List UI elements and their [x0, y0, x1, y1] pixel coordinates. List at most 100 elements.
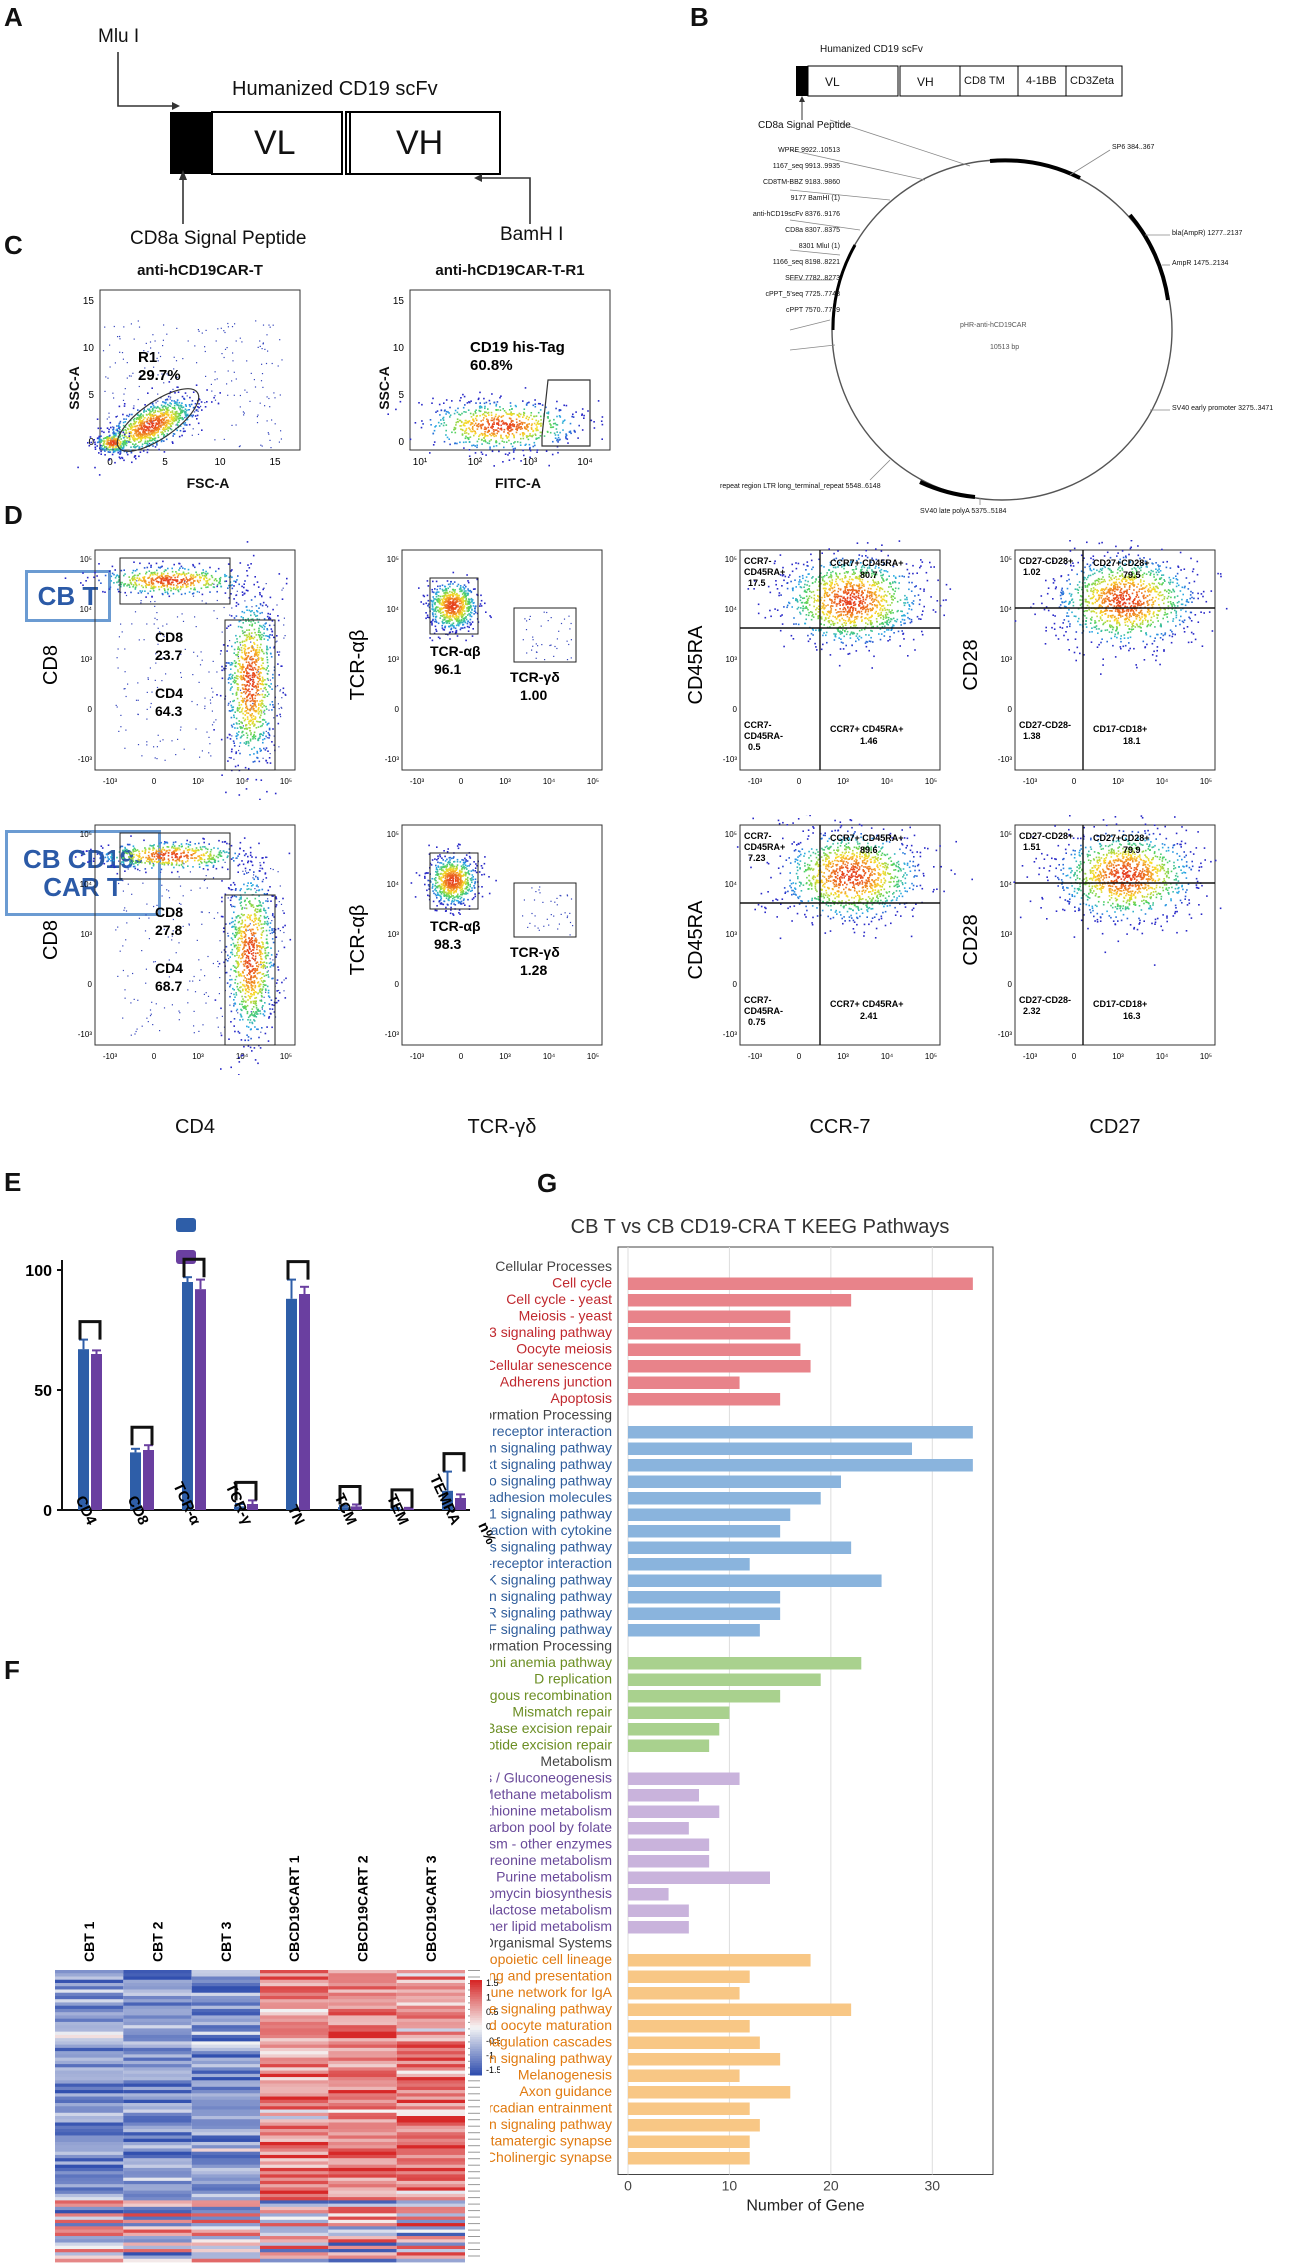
plasmid-name: pHR-anti-hCD19CAR — [960, 322, 1027, 329]
quadrant-label: CD45RA- — [744, 1006, 783, 1016]
pathway-bar — [628, 1872, 770, 1885]
pathway-label: Glycolysis / Gluconeogenesis — [490, 1770, 612, 1786]
pathway-bar — [628, 1954, 811, 1967]
pathway-bar — [628, 1971, 750, 1984]
pathway-label: Antigen processing and presentation — [490, 1968, 612, 1984]
tcr-ab-population — [411, 843, 497, 916]
pathway-label: Galactose metabolism — [490, 1902, 612, 1918]
pathway-label: Circadian entrainment — [490, 2100, 612, 2116]
pathway-label: Meiosis - yeast — [519, 1308, 612, 1324]
quadrant-value: 79.9 — [1123, 845, 1141, 855]
heatmap-column-label: CBCD19CART 3 — [423, 1855, 439, 1962]
y-tick-label: 10³ — [725, 655, 737, 664]
y-tick-label: 0 — [733, 705, 738, 714]
quadrant-label: CCR7- — [744, 556, 772, 566]
x-tick-label: 5 — [162, 457, 168, 468]
y-tick-label: 10⁴ — [725, 605, 738, 614]
y-tick-label: 10⁴ — [387, 880, 400, 889]
pathway-bar — [628, 1591, 780, 1604]
pathway-label: Viral protein interaction with cytokine — [490, 1522, 612, 1538]
quadrant-value: 1.51 — [1023, 842, 1041, 852]
x-tick-label: -10³ — [748, 777, 763, 786]
feature-sv40-early: SV40 early promoter 3275..3471 — [1172, 405, 1273, 412]
y-tick-label: 15 — [393, 296, 405, 307]
quadrant-label: CD27-CD28+ — [1019, 831, 1073, 841]
quadrant-label: CD17-CD18+ — [1093, 724, 1147, 734]
x-tick-label: 10³ — [192, 1052, 204, 1061]
pathway-group-label: Genetic Information Processing — [490, 1638, 612, 1654]
quadrant-label: CD27-CD28+ — [1019, 556, 1073, 566]
b-box-vh: VH — [917, 75, 934, 89]
pathway-bar — [628, 2119, 760, 2132]
quadrant-value: 7.23 — [748, 853, 766, 863]
pathway-bar — [628, 2004, 851, 2017]
quadrant-value: 1.46 — [860, 736, 878, 746]
x-tick-label: 10⁴ — [236, 777, 249, 786]
y-tick-label: -10³ — [78, 1030, 93, 1039]
pathway-bar — [628, 1608, 780, 1621]
x-tick-label: 10⁵ — [280, 1052, 292, 1061]
x-tick-label: 10³ — [837, 1052, 849, 1061]
x-tick-label: 0 — [152, 1052, 157, 1061]
panel-c: anti-hCD19CAR-TFSC-ASSC-A151050051015R12… — [0, 260, 600, 530]
y-tick-label: -10³ — [723, 755, 738, 764]
y-tick-label: -10³ — [385, 755, 400, 764]
y-tick-label: 10³ — [80, 655, 92, 664]
x-tick-label: 0 — [1072, 777, 1077, 786]
feature-sp6: SP6 384..367 — [1112, 144, 1154, 151]
quadrant-label: CCR7- — [744, 831, 772, 841]
x-tick-label: 0 — [152, 777, 157, 786]
pathway-bar — [628, 2070, 740, 2083]
pathway-label: Oocyte meiosis — [516, 1341, 612, 1357]
pathway-label: p53 signaling pathway — [490, 1324, 612, 1340]
gate-value: 96.1 — [434, 661, 461, 677]
quadrant-value: 80.7 — [860, 570, 878, 580]
pathway-label: Progesterone-mediated oocyte maturation — [490, 2017, 612, 2033]
panel-a: Mlu I Humanized CD19 scFv VL VH CD8a Sig… — [0, 0, 640, 260]
pathway-bar — [628, 1327, 790, 1340]
heatmap-cells — [55, 1970, 465, 2262]
gate-name: R1 — [138, 349, 157, 366]
quadrant-value: 18.1 — [1123, 736, 1141, 746]
y-tick-label: 15 — [83, 296, 95, 307]
y-tick-label: 10⁵ — [387, 555, 399, 564]
quadrant-label: CD27+CD28+ — [1093, 833, 1150, 843]
y-tick-label: 10⁵ — [725, 830, 737, 839]
pathway-group-label: Environmental Information Processing — [490, 1407, 612, 1423]
b-box-cd8tm: CD8 TM — [964, 75, 1005, 87]
y-tick-label: 10⁵ — [1000, 555, 1012, 564]
y-tick-label: 0 — [1008, 705, 1013, 714]
y-tick-label: 10³ — [1000, 930, 1012, 939]
feature-ltr: repeat region LTR long_terminal_repeat 5… — [720, 483, 881, 490]
gate-value: 23.7 — [155, 647, 182, 663]
x-tick-label: 10³ — [192, 777, 204, 786]
pathway-label: D replication — [534, 1671, 612, 1687]
pathway-label: Base excision repair — [490, 1720, 612, 1736]
y-tick-label: 0 — [88, 705, 93, 714]
cd8-population — [75, 835, 290, 874]
x-tick-label: 0 — [797, 1052, 802, 1061]
y-tick-label: 10⁴ — [387, 605, 400, 614]
chart-title: CB T vs CB CD19-CRA T KEEG Pathways — [571, 1216, 950, 1238]
quadrant-label: CD27-CD28- — [1019, 995, 1071, 1005]
quadrant-label: CCR7+ CD45RA+ — [830, 999, 904, 1009]
pathway-bar — [628, 1393, 780, 1406]
pathway-bar — [628, 1558, 750, 1571]
x-tick-label: 10⁴ — [543, 1052, 556, 1061]
x-tick-label: -10³ — [103, 1052, 118, 1061]
y-tick-label: 10⁴ — [1000, 880, 1013, 889]
x-tick-label: 10² — [468, 457, 483, 468]
pathway-label: Relaxin signaling pathway — [490, 2116, 612, 2132]
vl-label: VL — [254, 124, 296, 163]
y-tick-label: 10⁵ — [80, 555, 92, 564]
pathway-group-label: Organismal Systems — [490, 1935, 612, 1951]
y-tick-label: 0 — [88, 980, 93, 989]
pathway-bar — [628, 1311, 790, 1324]
